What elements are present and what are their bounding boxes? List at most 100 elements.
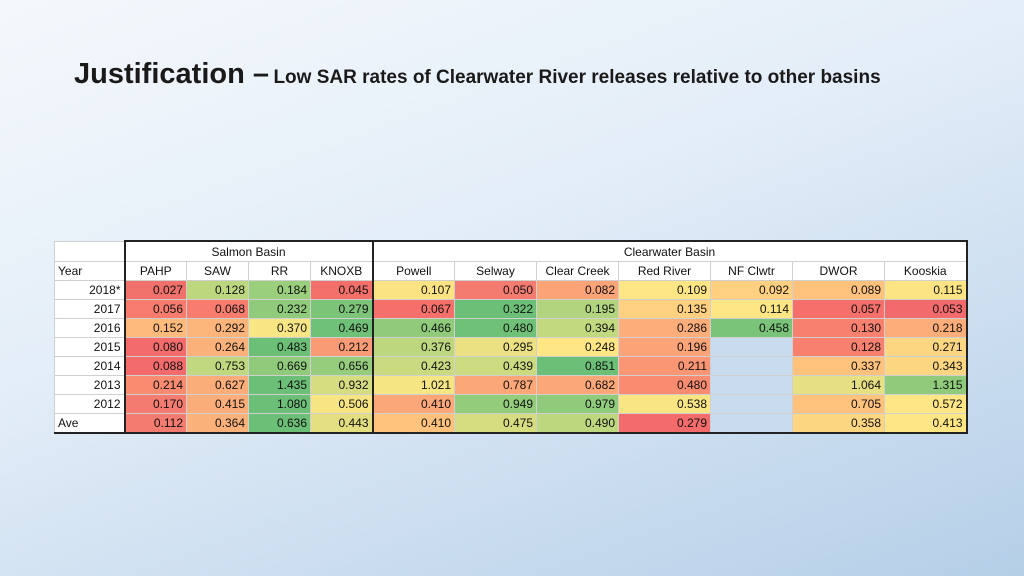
- data-cell: 0.669: [248, 356, 311, 376]
- data-cell: 0.358: [792, 413, 885, 434]
- column-header-rr: RR: [248, 261, 311, 281]
- data-cell: 0.279: [310, 299, 374, 319]
- data-cell: 0.480: [618, 375, 711, 395]
- data-cell: 0.067: [371, 299, 455, 319]
- data-cell: 0.214: [123, 375, 187, 395]
- column-header-red-river: Red River: [618, 261, 711, 281]
- data-cell: 0.682: [536, 375, 619, 395]
- column-header-clear-creek: Clear Creek: [536, 261, 619, 281]
- data-cell: 0.410: [371, 413, 455, 434]
- data-cell: 1.435: [248, 375, 311, 395]
- data-cell: 0.480: [454, 318, 537, 338]
- row-label: Ave: [54, 413, 125, 434]
- data-cell: 0.092: [710, 280, 793, 300]
- data-cell: 1.064: [792, 375, 885, 395]
- data-cell: 0.322: [454, 299, 537, 319]
- data-cell: 0.114: [710, 299, 793, 319]
- data-cell: 0.423: [371, 356, 455, 376]
- data-cell: 0.932: [310, 375, 374, 395]
- table-row: 2015 0.080 0.264 0.483 0.212 0.376 0.295 0.248 0…: [54, 337, 968, 357]
- data-cell: [710, 356, 793, 376]
- data-cell: 0.286: [618, 318, 711, 338]
- data-cell: 0.082: [536, 280, 619, 300]
- data-cell: 0.184: [248, 280, 311, 300]
- column-header-knoxb: KNOXB: [310, 261, 374, 281]
- data-cell: 0.538: [618, 394, 711, 414]
- sar-rates-table: Salmon Basin Clearwater Basin Year PAHP S…: [54, 240, 968, 434]
- data-cell: 0.056: [123, 299, 187, 319]
- data-cell: 0.415: [186, 394, 249, 414]
- data-cell: 0.232: [248, 299, 311, 319]
- column-header-selway: Selway: [454, 261, 537, 281]
- data-cell: 0.115: [884, 280, 968, 300]
- data-cell: 0.753: [186, 356, 249, 376]
- row-label: 2013: [54, 375, 125, 395]
- table-row: 2017 0.056 0.068 0.232 0.279 0.067 0.322 0.195 0…: [54, 299, 968, 319]
- column-header-nf-clwtr: NF Clwtr: [710, 261, 793, 281]
- data-cell: 1.021: [371, 375, 455, 395]
- data-cell: 0.337: [792, 356, 885, 376]
- data-cell: 0.475: [454, 413, 537, 434]
- corner-cell: [54, 240, 125, 262]
- row-label: 2014: [54, 356, 125, 376]
- column-header-dwor: DWOR: [792, 261, 885, 281]
- data-cell: 0.211: [618, 356, 711, 376]
- data-cell: 0.248: [536, 337, 619, 357]
- data-cell: 0.107: [371, 280, 455, 300]
- table-row: 2018* 0.027 0.128 0.184 0.045 0.107 0.050 0.082…: [54, 280, 968, 300]
- data-cell: 0.152: [123, 318, 187, 338]
- data-cell: 0.410: [371, 394, 455, 414]
- data-cell: 0.364: [186, 413, 249, 434]
- data-cell: 0.053: [884, 299, 968, 319]
- slide-title: Justification – Low SAR rates of Clearwa…: [74, 58, 934, 95]
- data-cell: 0.851: [536, 356, 619, 376]
- table-row: 2013 0.214 0.627 1.435 0.932 1.021 0.787 0.682 0…: [54, 375, 968, 395]
- data-cell: 0.045: [310, 280, 374, 300]
- column-header-row: Year PAHP SAW RR KNOXB Powell Selway Clear Cre…: [54, 261, 968, 281]
- row-label: 2017: [54, 299, 125, 319]
- data-cell: 0.506: [310, 394, 374, 414]
- data-cell: 0.370: [248, 318, 311, 338]
- title-sub: Low SAR rates of Clearwater River releas…: [273, 67, 881, 88]
- title-main: Justification –: [74, 58, 269, 90]
- data-cell: 0.572: [884, 394, 968, 414]
- data-cell: 0.439: [454, 356, 537, 376]
- data-cell: 0.264: [186, 337, 249, 357]
- data-cell: 0.490: [536, 413, 619, 434]
- data-cell: 0.130: [792, 318, 885, 338]
- data-cell: 0.705: [792, 394, 885, 414]
- data-cell: [710, 394, 793, 414]
- data-cell: 0.466: [371, 318, 455, 338]
- data-cell: 0.195: [536, 299, 619, 319]
- column-header-kooskia: Kooskia: [884, 261, 968, 281]
- data-cell: 0.458: [710, 318, 793, 338]
- column-header-saw: SAW: [186, 261, 249, 281]
- row-label: 2012: [54, 394, 125, 414]
- data-cell: 0.027: [123, 280, 187, 300]
- data-cell: 0.443: [310, 413, 374, 434]
- salmon-basin-header: Salmon Basin: [123, 240, 374, 262]
- data-cell: 0.376: [371, 337, 455, 357]
- data-cell: 0.196: [618, 337, 711, 357]
- table-row: 2014 0.088 0.753 0.669 0.656 0.423 0.439 0.851 0…: [54, 356, 968, 376]
- data-cell: 1.080: [248, 394, 311, 414]
- data-cell: 0.050: [454, 280, 537, 300]
- data-cell: 0.080: [123, 337, 187, 357]
- data-cell: 0.128: [186, 280, 249, 300]
- clearwater-basin-header: Clearwater Basin: [371, 240, 968, 262]
- data-cell: 0.627: [186, 375, 249, 395]
- data-cell: 0.112: [123, 413, 187, 434]
- column-header-powell: Powell: [371, 261, 455, 281]
- data-cell: 0.636: [248, 413, 311, 434]
- data-cell: 0.292: [186, 318, 249, 338]
- data-cell: 0.483: [248, 337, 311, 357]
- table-row: 2016 0.152 0.292 0.370 0.469 0.466 0.480 0.394 0…: [54, 318, 968, 338]
- data-cell: 0.218: [884, 318, 968, 338]
- data-cell: 0.109: [618, 280, 711, 300]
- data-cell: 0.787: [454, 375, 537, 395]
- column-header-pahp: PAHP: [123, 261, 187, 281]
- data-cell: 0.089: [792, 280, 885, 300]
- row-label: 2015: [54, 337, 125, 357]
- data-cell: 0.949: [454, 394, 537, 414]
- data-cell: [710, 337, 793, 357]
